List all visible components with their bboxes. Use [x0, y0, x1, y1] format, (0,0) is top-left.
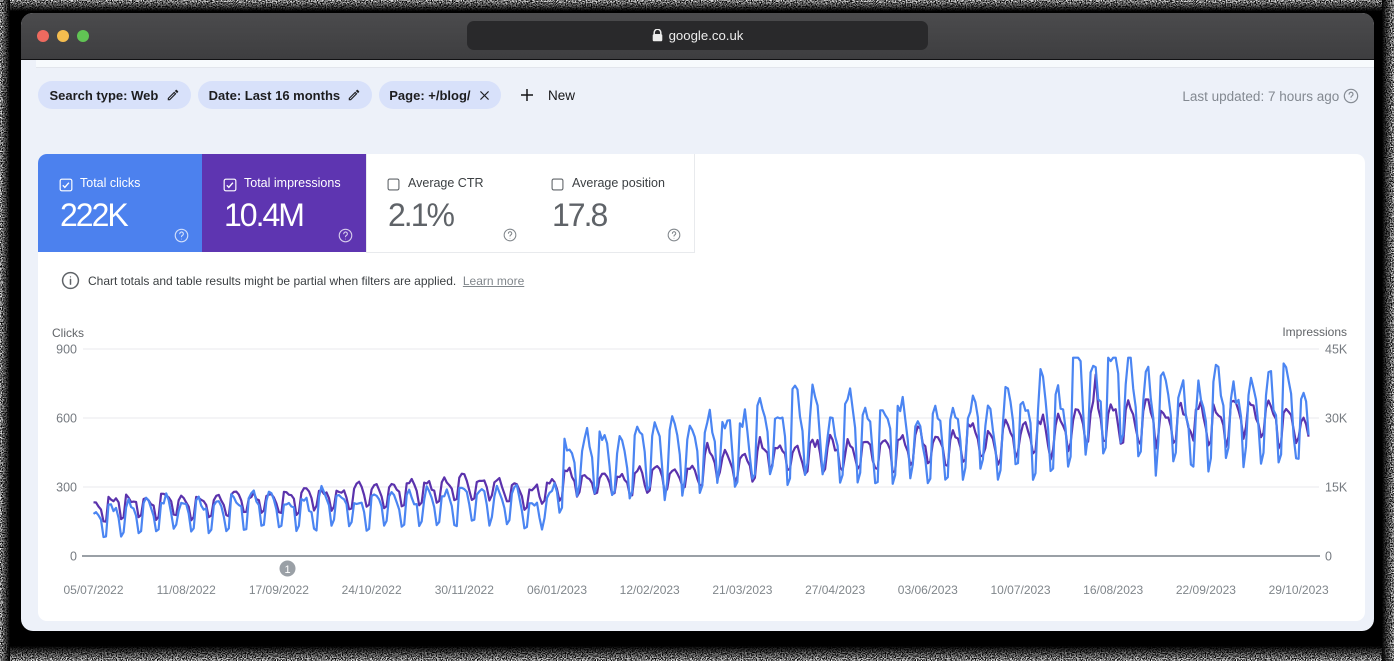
- svg-text:30/11/2022: 30/11/2022: [435, 583, 494, 597]
- svg-text:06/01/2023: 06/01/2023: [527, 583, 587, 597]
- svg-text:12/02/2023: 12/02/2023: [620, 583, 680, 597]
- svg-text:900: 900: [56, 343, 77, 357]
- svg-text:Impressions: Impressions: [1282, 325, 1347, 339]
- svg-text:10/07/2023: 10/07/2023: [990, 583, 1050, 597]
- svg-text:600: 600: [56, 412, 77, 426]
- svg-text:29/10/2023: 29/10/2023: [1269, 583, 1329, 597]
- svg-text:1: 1: [284, 564, 290, 576]
- svg-text:17/09/2022: 17/09/2022: [249, 583, 309, 597]
- svg-text:45K: 45K: [1325, 343, 1348, 357]
- svg-text:0: 0: [70, 550, 77, 564]
- svg-text:11/08/2022: 11/08/2022: [157, 583, 216, 597]
- svg-text:300: 300: [56, 481, 77, 495]
- svg-text:15K: 15K: [1325, 481, 1348, 495]
- svg-text:22/09/2023: 22/09/2023: [1176, 583, 1236, 597]
- svg-text:0: 0: [1325, 550, 1332, 564]
- svg-text:27/04/2023: 27/04/2023: [805, 583, 865, 597]
- svg-text:30K: 30K: [1325, 412, 1348, 426]
- svg-text:21/03/2023: 21/03/2023: [712, 583, 772, 597]
- svg-text:03/06/2023: 03/06/2023: [898, 583, 958, 597]
- svg-text:16/08/2023: 16/08/2023: [1083, 583, 1143, 597]
- svg-text:24/10/2022: 24/10/2022: [342, 583, 402, 597]
- svg-text:Clicks: Clicks: [52, 326, 84, 340]
- svg-text:05/07/2022: 05/07/2022: [63, 583, 123, 597]
